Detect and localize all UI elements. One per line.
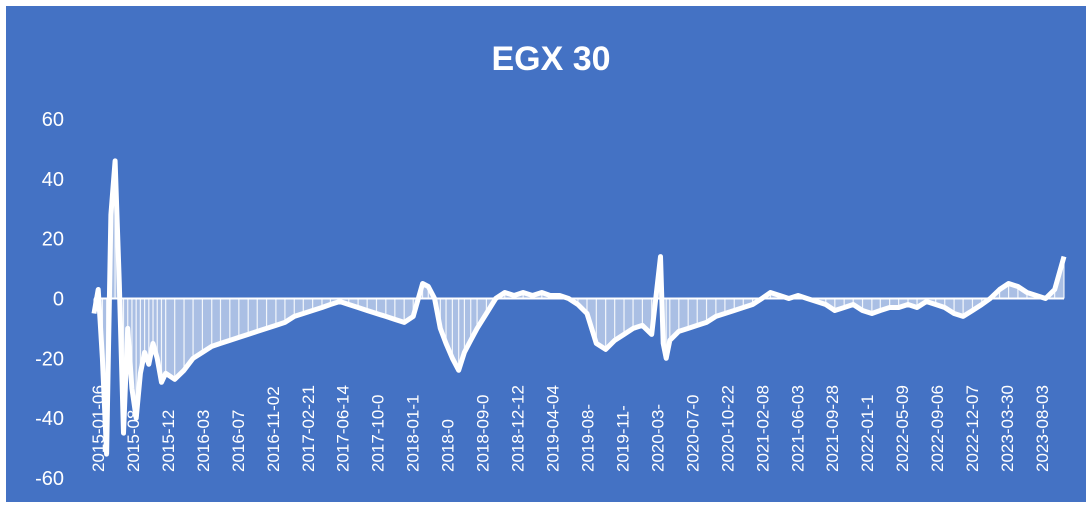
x-tick-label: 2019-08- [579, 404, 598, 472]
x-tick-label: 2018-0 [439, 419, 458, 472]
x-tick-label: 2018-09-0 [474, 394, 493, 472]
x-tick-label: 2015-08 [124, 410, 143, 472]
x-tick-label: 2022-01-1 [858, 394, 877, 472]
x-tick-label: 2022-05-09 [893, 385, 912, 472]
x-tick-label: 2018-12-12 [509, 385, 528, 472]
y-axis: 60 40 20 0 -20 -40 -60 [35, 109, 64, 490]
x-tick-label: 2022-12-07 [963, 385, 982, 472]
x-tick-label: 2017-10-0 [369, 394, 388, 472]
x-tick-label: 2022-09-06 [928, 385, 947, 472]
x-tick-label: 2021-02-08 [753, 385, 772, 472]
x-tick-label: 2018-01-1 [404, 394, 423, 472]
x-tick-label: 2019-04-04 [544, 385, 563, 472]
x-tick-label: 2020-10-22 [718, 385, 737, 472]
y-tick-label: -40 [35, 408, 64, 430]
x-tick-label: 2017-06-14 [334, 385, 353, 472]
series-area [94, 160, 1064, 455]
x-tick-label: 2016-11-02 [264, 386, 283, 472]
chart-area: EGX 30 60 40 20 0 -20 -40 -60 2015-01-06 2015-0… [6, 6, 1086, 502]
x-tick-label: 2023-08-03 [1033, 385, 1052, 472]
x-tick-label: 2016-07 [229, 410, 248, 472]
plot-area [91, 158, 1067, 457]
chart-title: EGX 30 [491, 40, 610, 78]
x-tick-label: 2017-02-21 [299, 385, 318, 472]
x-tick-label: 2019-11- [613, 405, 632, 472]
y-tick-label: 0 [53, 289, 64, 311]
x-axis: 2015-01-06 2015-08 2015-12 2016-03 2016-07 20… [89, 385, 1052, 472]
y-tick-label: -20 [35, 348, 64, 370]
x-tick-label: 2015-01-06 [89, 385, 108, 472]
x-tick-label: 2015-12 [159, 410, 178, 472]
x-tick-label: 2023-03-30 [998, 385, 1017, 472]
series-line [91, 158, 1067, 457]
x-tick-label: 2021-06-03 [788, 385, 807, 472]
y-tick-label: 60 [42, 109, 64, 131]
x-tick-label: 2016-03 [194, 410, 213, 472]
y-tick-label: -60 [35, 468, 64, 490]
y-tick-label: 40 [42, 169, 64, 191]
x-tick-label: 2020-03- [648, 404, 667, 472]
x-tick-label: 2020-07-0 [683, 394, 702, 472]
x-tick-label: 2021-09-28 [823, 385, 842, 472]
y-tick-label: 20 [42, 229, 64, 251]
